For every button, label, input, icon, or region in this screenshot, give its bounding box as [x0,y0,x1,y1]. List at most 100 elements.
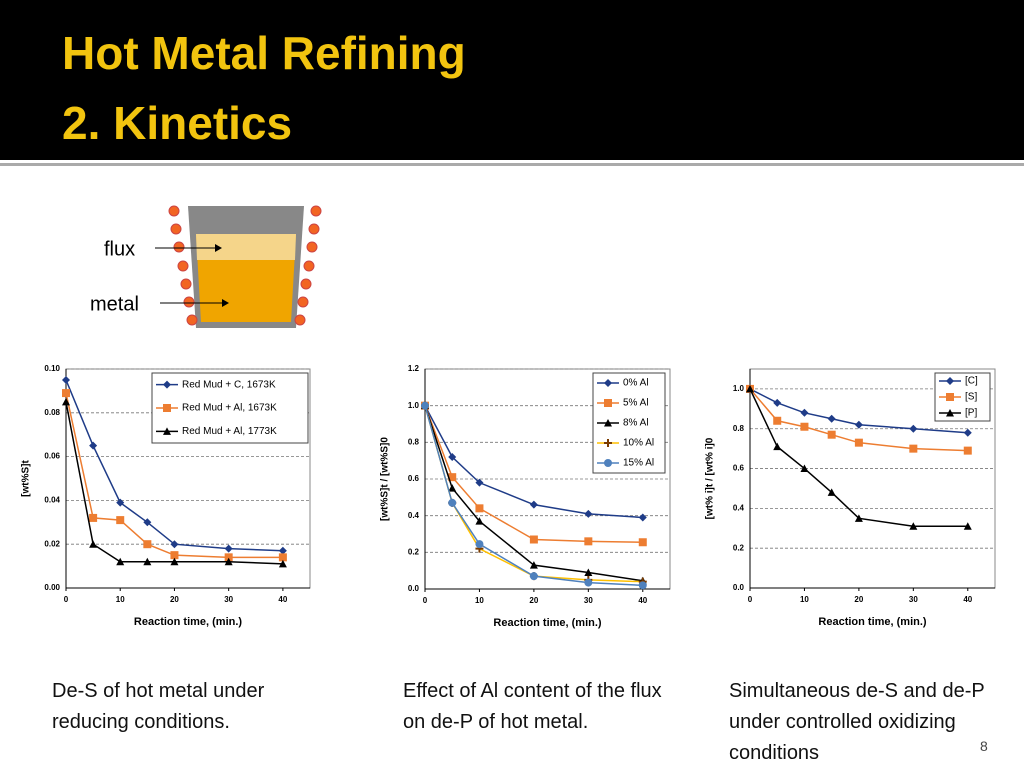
x-axis-label: Reaction time, (min.) [493,617,602,629]
marker [604,379,612,387]
marker [584,568,593,576]
marker [448,484,457,492]
marker [638,538,647,547]
x-tick-label: 20 [854,595,863,604]
marker [946,377,954,385]
y-tick-label: 0.8 [408,437,420,446]
marker [854,514,863,522]
marker [827,430,836,439]
flux-label: flux [104,238,135,260]
legend-label: Red Mud + C, 1673K [182,379,276,390]
y-tick-label: 0.02 [44,539,60,548]
marker [278,546,287,555]
marker [800,464,809,473]
y-tick-label: 1.2 [408,364,420,373]
marker [946,409,954,417]
legend-label: [C] [965,376,978,387]
marker [854,420,863,429]
marker [963,446,972,455]
marker [584,537,593,546]
marker [827,488,836,496]
marker [584,509,593,518]
legend-label: 10% Al [623,438,654,449]
marker [827,414,836,423]
marker [909,522,918,530]
y-tick-label: 1.0 [733,384,745,393]
marker [773,398,782,407]
header: Hot Metal Refining 2. Kinetics [0,0,1024,160]
marker [116,498,125,507]
marker [604,459,612,467]
marker [116,516,125,525]
marker [278,553,287,562]
marker [170,557,179,566]
y-tick-label: 0.0 [408,584,420,593]
legend-label: Red Mud + Al, 1673K [182,403,277,414]
x-axis-label: Reaction time, (min.) [134,616,243,628]
x-tick-label: 0 [748,595,753,604]
marker [170,551,179,560]
x-tick-label: 30 [909,595,918,604]
x-tick-label: 20 [170,595,179,604]
marker [163,404,171,412]
y-tick-label: 0.06 [44,452,60,461]
marker [604,419,612,427]
marker [89,513,98,522]
y-tick-label: 0.6 [733,464,745,473]
marker [170,540,179,549]
legend-label: [S] [965,392,977,403]
series-line [424,405,643,543]
y-tick-label: 0.08 [44,408,60,417]
y-axis-label: [wt%S]t [21,460,32,497]
x-axis-label: Reaction time, (min.) [818,616,927,628]
x-tick-label: 10 [800,595,809,604]
marker [475,540,484,549]
marker [448,473,457,482]
y-axis-label: [wt%S]t / [wt%S]0 [380,437,391,521]
x-tick-label: 40 [638,596,647,605]
y-tick-label: 0.4 [408,511,420,520]
title: Hot Metal Refining [62,27,466,79]
marker [529,561,538,569]
marker [143,557,152,566]
marker [529,535,538,544]
marker [773,416,782,425]
marker [909,444,918,453]
y-tick-label: 1.0 [408,401,420,410]
y-tick-label: 0.2 [408,547,420,556]
marker [800,422,809,431]
y-tick-label: 0.2 [733,543,745,552]
marker [421,401,429,410]
marker [475,517,484,525]
x-tick-label: 10 [116,595,125,604]
y-axis-label: [wt% i]t / [wt% i]0 [705,437,716,519]
y-tick-label: 0.6 [408,474,420,483]
marker [638,513,647,522]
marker [224,544,233,553]
x-tick-label: 0 [423,596,428,605]
marker [854,438,863,447]
legend-label: 8% Al [623,418,649,429]
marker [62,397,70,406]
marker [909,424,918,433]
marker [89,441,98,450]
marker [278,559,287,568]
marker [143,540,152,549]
marker [163,380,171,389]
marker [584,578,593,587]
marker [116,557,125,566]
marker [475,478,484,487]
legend-label: 0% Al [623,378,649,389]
marker [224,557,233,566]
marker [963,522,972,530]
y-tick-label: 0.0 [733,583,745,592]
marker [62,389,70,398]
x-tick-label: 20 [529,596,538,605]
x-tick-label: 30 [224,595,233,604]
marker [224,553,233,562]
marker [800,408,809,417]
series-line [424,405,643,587]
marker [529,500,538,509]
